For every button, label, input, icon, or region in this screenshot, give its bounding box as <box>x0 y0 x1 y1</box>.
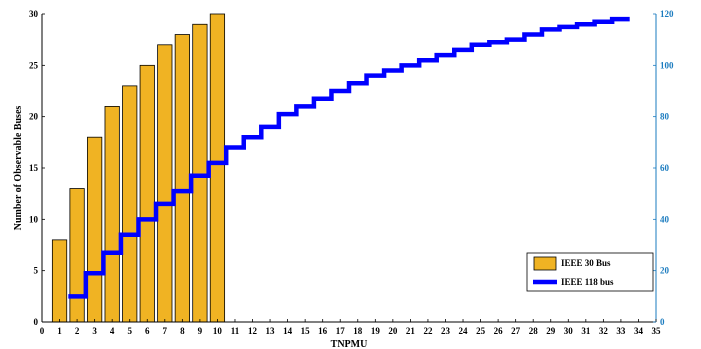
axes <box>41 13 657 323</box>
bar <box>87 136 103 323</box>
x-axis-label: TNPMU <box>331 339 368 349</box>
y-left-tick-label: 30 <box>29 9 39 19</box>
line-series <box>68 16 630 299</box>
bar <box>174 34 190 323</box>
y-right-tick-label: 40 <box>660 214 670 224</box>
series-line <box>68 16 630 299</box>
y-left-tick-label: 10 <box>29 214 39 224</box>
x-tick-label: 29 <box>546 326 556 336</box>
y-left-tick-label: 5 <box>34 266 39 276</box>
bar <box>104 106 120 323</box>
x-tick-label: 30 <box>564 326 574 336</box>
x-tick-label: 32 <box>599 326 609 336</box>
y-left-tick-label: 15 <box>29 163 39 173</box>
x-tick-label: 17 <box>336 326 346 336</box>
tick-labels: 0 1 2 3 4 5 6 7 8 9 10 11 12 13 14 15 16 17 18 19 20 21 22 23 24… <box>29 9 674 336</box>
x-tick-label: 4 <box>110 326 115 336</box>
x-tick-label: 18 <box>353 326 363 336</box>
x-tick-label: 1 <box>57 326 62 336</box>
y-axis-label: Number of Observable Buses <box>13 106 24 231</box>
legend-swatch-bar <box>533 256 557 271</box>
x-tick-label: 12 <box>248 326 258 336</box>
x-tick-label: 35 <box>652 326 662 336</box>
x-tick-label: 16 <box>318 326 328 336</box>
bar <box>69 188 85 323</box>
x-tick-label: 0 <box>40 326 45 336</box>
bar <box>192 23 208 323</box>
x-tick-label: 10 <box>213 326 223 336</box>
x-tick-label: 6 <box>145 326 150 336</box>
bar <box>157 44 173 323</box>
x-tick-label: 28 <box>529 326 539 336</box>
bar <box>209 13 226 323</box>
y-right-tick-label: 20 <box>660 266 670 276</box>
x-tick-label: 9 <box>198 326 203 336</box>
x-tick-label: 25 <box>476 326 486 336</box>
x-tick-label: 22 <box>423 326 433 336</box>
y-right-tick-label: 120 <box>660 9 674 19</box>
y-right-tick-label: 60 <box>660 163 670 173</box>
legend-label-ieee118: IEEE 118 bus <box>561 277 614 287</box>
bar <box>51 239 68 323</box>
bar-series <box>51 13 226 323</box>
x-tick-label: 11 <box>231 326 240 336</box>
x-tick-label: 23 <box>441 326 451 336</box>
x-tick-label: 15 <box>301 326 311 336</box>
x-tick-label: 2 <box>75 326 80 336</box>
x-tick-label: 27 <box>511 326 521 336</box>
x-tick-label: 14 <box>283 326 293 336</box>
x-tick-label: 8 <box>180 326 185 336</box>
y-right-tick-label: 0 <box>660 317 665 327</box>
y-left-tick-label: 0 <box>34 317 39 327</box>
x-tick-label: 7 <box>163 326 168 336</box>
x-tick-label: 5 <box>127 326 132 336</box>
x-tick-label: 31 <box>581 326 591 336</box>
y-right-tick-label: 100 <box>660 60 674 70</box>
x-tick-label: 21 <box>406 326 416 336</box>
x-tick-label: 24 <box>459 326 469 336</box>
legend-label-ieee30: IEEE 30 Bus <box>561 258 611 268</box>
x-tick-label: 20 <box>388 326 398 336</box>
y-left-tick-label: 25 <box>29 60 39 70</box>
y-left-tick-label: 20 <box>29 112 39 122</box>
y-right-tick-label: 80 <box>660 112 670 122</box>
x-tick-label: 19 <box>371 326 381 336</box>
bar <box>122 85 138 323</box>
x-tick-label: 26 <box>494 326 504 336</box>
legend: IEEE 30 Bus IEEE 118 bus <box>526 252 654 292</box>
x-tick-label: 3 <box>92 326 97 336</box>
x-tick-label: 34 <box>634 326 644 336</box>
x-tick-label: 13 <box>266 326 276 336</box>
x-tick-label: 33 <box>616 326 626 336</box>
bar <box>139 64 155 323</box>
